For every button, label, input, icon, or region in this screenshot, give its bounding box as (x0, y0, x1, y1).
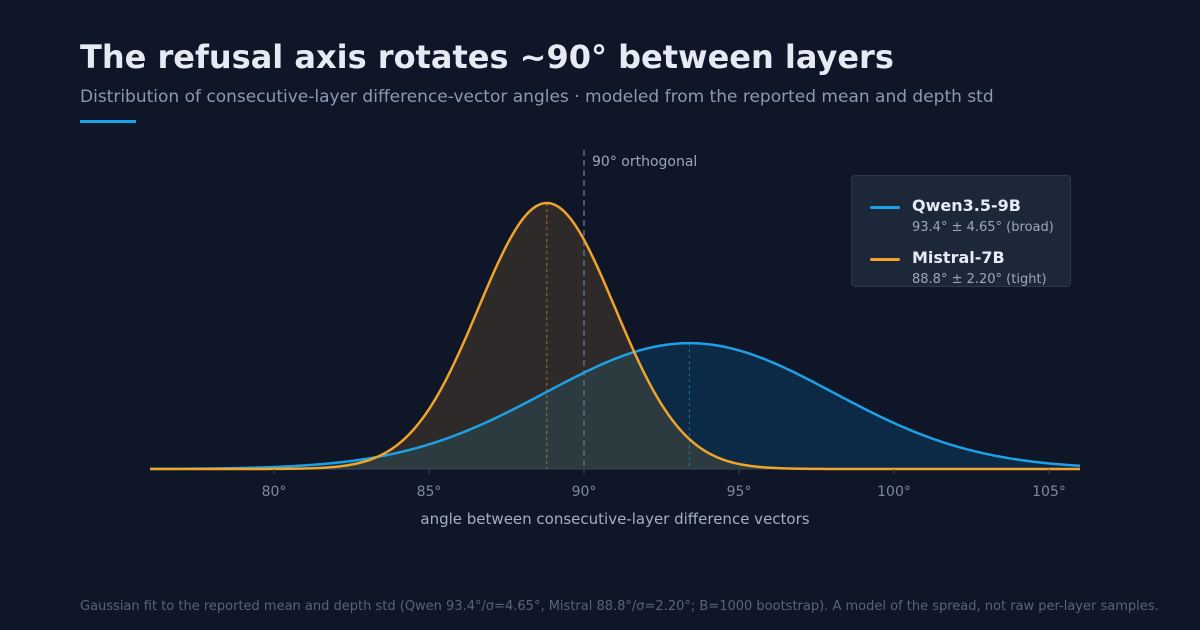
curve-qwen3-5-9b (149, 341, 1081, 471)
legend-desc-mistral: 88.8° ± 2.20° (tight) (912, 272, 1047, 287)
legend-swatch-mistral (870, 258, 900, 261)
x-tick-label: 100° (877, 484, 911, 500)
x-axis-label: angle between consecutive-layer differen… (420, 510, 809, 528)
x-tick-label: 105° (1032, 484, 1066, 500)
chart-title: The refusal axis rotates ~90° between la… (80, 38, 894, 76)
legend-name-qwen: Qwen3.5-9B (912, 196, 1021, 215)
legend-name-mistral: Mistral-7B (912, 248, 1005, 267)
x-tick-label: 80° (262, 484, 287, 500)
x-tick-label: 85° (417, 484, 442, 500)
area-overlap (150, 352, 1080, 469)
legend-swatch-qwen (870, 206, 900, 209)
area-mistral-7b (150, 203, 1080, 469)
legend: Qwen3.5-9B 93.4° ± 4.65° (broad) Mistral… (851, 175, 1071, 287)
x-tick-label: 90° (572, 484, 597, 500)
legend-desc-qwen: 93.4° ± 4.65° (broad) (912, 220, 1054, 235)
footnote: Gaussian fit to the reported mean and de… (80, 599, 1159, 614)
accent-bar (80, 120, 136, 123)
curve-mistral-7b (150, 201, 1080, 471)
reference-line-label: 90° orthogonal (592, 154, 697, 170)
x-tick-label: 95° (727, 484, 752, 500)
chart-subtitle: Distribution of consecutive-layer differ… (80, 87, 994, 107)
